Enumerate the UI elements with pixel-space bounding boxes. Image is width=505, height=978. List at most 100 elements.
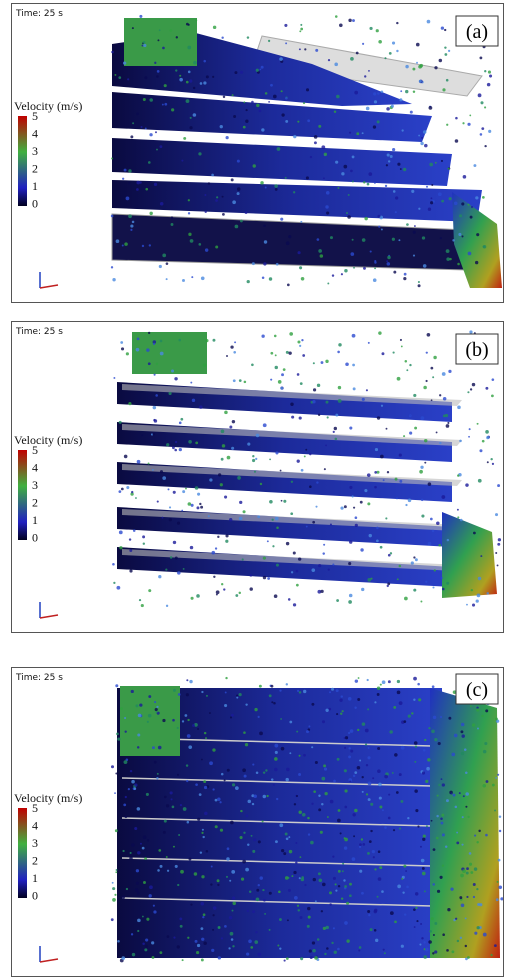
particle-bed bbox=[430, 688, 500, 958]
particle bbox=[187, 212, 191, 215]
particle bbox=[470, 705, 472, 708]
particle bbox=[179, 924, 183, 928]
plate bbox=[121, 897, 433, 907]
particle bbox=[142, 942, 145, 946]
particle bbox=[111, 157, 113, 160]
particle bbox=[245, 867, 249, 872]
particle bbox=[404, 913, 407, 916]
particle bbox=[290, 512, 294, 516]
particle bbox=[110, 918, 114, 922]
particle bbox=[319, 830, 323, 834]
particle bbox=[121, 895, 125, 900]
particle bbox=[409, 363, 412, 367]
particle bbox=[368, 533, 372, 538]
particle bbox=[283, 959, 286, 962]
particle bbox=[144, 948, 148, 952]
particle bbox=[268, 928, 271, 931]
particle bbox=[426, 332, 431, 337]
particle bbox=[484, 144, 487, 148]
particle bbox=[401, 129, 404, 132]
particle bbox=[482, 749, 487, 754]
particle bbox=[252, 455, 255, 458]
particle bbox=[447, 167, 450, 170]
particle bbox=[203, 780, 207, 784]
particle bbox=[441, 783, 445, 787]
particle bbox=[374, 908, 378, 913]
particle bbox=[465, 871, 469, 875]
particle bbox=[352, 19, 355, 22]
particle bbox=[186, 734, 191, 738]
particle bbox=[349, 485, 353, 489]
particle bbox=[495, 513, 499, 517]
particle bbox=[359, 843, 362, 846]
particle bbox=[354, 808, 358, 813]
particle bbox=[317, 413, 321, 417]
particle bbox=[440, 817, 443, 821]
particle bbox=[470, 205, 474, 209]
axis-icon bbox=[39, 284, 59, 289]
particle bbox=[374, 447, 379, 452]
particle bbox=[189, 545, 194, 550]
particle bbox=[446, 949, 449, 952]
particle bbox=[329, 523, 332, 526]
particle bbox=[152, 340, 157, 344]
particle bbox=[187, 23, 190, 26]
particle bbox=[211, 550, 216, 555]
particle bbox=[255, 771, 259, 775]
particle bbox=[452, 793, 456, 797]
particle bbox=[141, 915, 144, 918]
particle bbox=[200, 927, 204, 931]
particle bbox=[211, 173, 214, 177]
particle bbox=[271, 518, 274, 521]
legend-tick: 3 bbox=[32, 144, 38, 158]
particle bbox=[290, 480, 294, 483]
particle bbox=[136, 112, 139, 116]
particle bbox=[350, 252, 355, 256]
particle bbox=[473, 867, 478, 871]
particle bbox=[368, 69, 370, 72]
particle bbox=[329, 691, 332, 694]
particle bbox=[196, 943, 201, 948]
particle bbox=[141, 846, 145, 850]
particle bbox=[384, 774, 388, 779]
particle bbox=[274, 516, 279, 521]
particle bbox=[340, 712, 343, 715]
legend-tick: 5 bbox=[32, 109, 38, 123]
particle bbox=[387, 680, 391, 684]
particle bbox=[348, 131, 352, 134]
particle bbox=[377, 747, 381, 751]
particle bbox=[434, 922, 438, 925]
particle bbox=[413, 926, 416, 928]
particle bbox=[376, 895, 379, 898]
particle bbox=[334, 15, 338, 18]
particle bbox=[130, 224, 134, 228]
particle bbox=[353, 506, 356, 509]
particle bbox=[343, 837, 346, 840]
particle bbox=[137, 713, 142, 718]
particle bbox=[251, 710, 254, 713]
particle bbox=[401, 877, 404, 880]
legend-tick: 3 bbox=[32, 478, 38, 492]
particle bbox=[289, 332, 294, 336]
particle bbox=[209, 478, 213, 482]
particle bbox=[418, 698, 422, 702]
particle bbox=[376, 539, 379, 543]
particle bbox=[334, 62, 338, 67]
particle bbox=[244, 743, 249, 747]
particle bbox=[279, 918, 282, 921]
particle bbox=[301, 813, 306, 817]
particle bbox=[280, 718, 283, 720]
particle bbox=[252, 458, 256, 463]
particle bbox=[460, 722, 465, 727]
particle bbox=[432, 848, 436, 851]
particle bbox=[203, 81, 207, 85]
particle bbox=[140, 126, 143, 129]
particle bbox=[163, 84, 167, 88]
particle bbox=[309, 452, 312, 456]
particle bbox=[179, 917, 183, 921]
particle bbox=[337, 385, 342, 390]
particle bbox=[395, 497, 398, 500]
particle bbox=[349, 540, 353, 544]
particle bbox=[344, 736, 349, 740]
particle bbox=[145, 187, 149, 191]
